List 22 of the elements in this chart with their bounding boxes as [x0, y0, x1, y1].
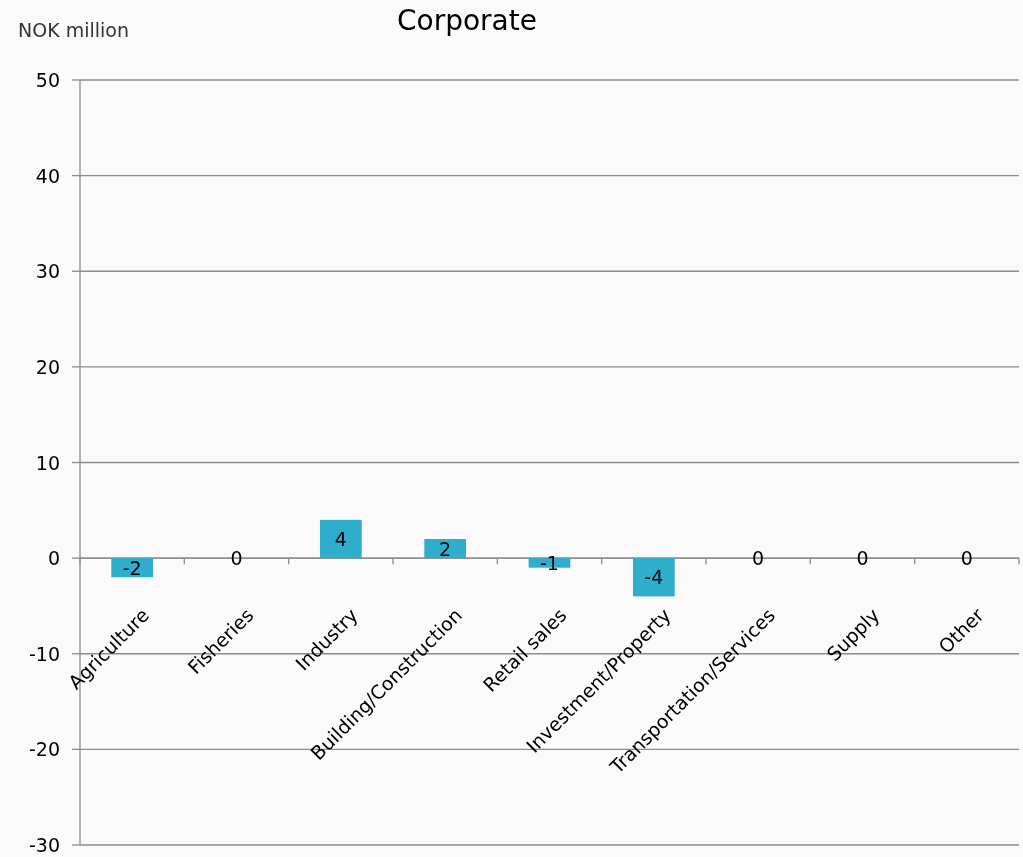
y-tick-label: 30 [35, 260, 60, 283]
data-label: -2 [122, 556, 142, 579]
data-label: 4 [334, 528, 347, 550]
y-tick-label: 50 [35, 69, 60, 91]
bar [424, 539, 467, 559]
y-tick-label: 10 [35, 451, 60, 474]
y-tick-label: -30 [28, 834, 60, 856]
y-tick-label: 40 [35, 164, 60, 187]
data-label: 0 [752, 547, 765, 570]
data-label: 0 [960, 547, 973, 570]
y-tick-label: -20 [28, 738, 60, 761]
bar [632, 558, 675, 597]
y-tick-label: 0 [47, 547, 60, 570]
data-label: 2 [439, 537, 452, 560]
y-tick-label: -10 [28, 642, 60, 665]
y-tick-label: 20 [35, 355, 60, 378]
bar [319, 519, 362, 559]
data-label: 0 [856, 547, 869, 570]
data-label: -4 [644, 566, 664, 589]
chart-title: Corporate [397, 4, 537, 37]
y-axis-title: NOK million [18, 19, 129, 41]
data-label: 0 [230, 547, 243, 570]
